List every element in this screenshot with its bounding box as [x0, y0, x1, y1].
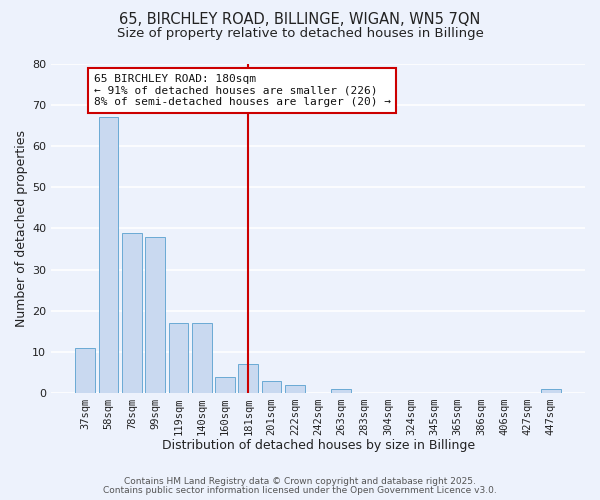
Bar [285, 384, 305, 393]
Bar [541, 389, 561, 393]
Bar [331, 389, 351, 393]
Bar [98, 118, 118, 393]
Bar [262, 380, 281, 393]
Text: Contains public sector information licensed under the Open Government Licence v3: Contains public sector information licen… [103, 486, 497, 495]
Text: Size of property relative to detached houses in Billinge: Size of property relative to detached ho… [116, 28, 484, 40]
Bar [122, 232, 142, 393]
Text: 65 BIRCHLEY ROAD: 180sqm
← 91% of detached houses are smaller (226)
8% of semi-d: 65 BIRCHLEY ROAD: 180sqm ← 91% of detach… [94, 74, 391, 107]
Text: 65, BIRCHLEY ROAD, BILLINGE, WIGAN, WN5 7QN: 65, BIRCHLEY ROAD, BILLINGE, WIGAN, WN5 … [119, 12, 481, 28]
Y-axis label: Number of detached properties: Number of detached properties [15, 130, 28, 327]
Bar [76, 348, 95, 393]
Text: Contains HM Land Registry data © Crown copyright and database right 2025.: Contains HM Land Registry data © Crown c… [124, 477, 476, 486]
Bar [169, 323, 188, 393]
X-axis label: Distribution of detached houses by size in Billinge: Distribution of detached houses by size … [161, 440, 475, 452]
Bar [145, 236, 165, 393]
Bar [215, 376, 235, 393]
Bar [192, 323, 212, 393]
Bar [238, 364, 258, 393]
